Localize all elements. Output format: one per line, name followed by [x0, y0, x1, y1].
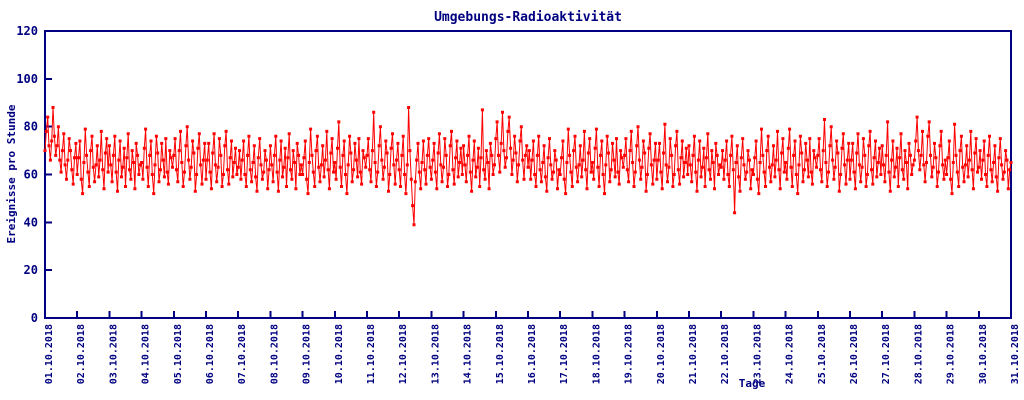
- x-tick-label: 16.10.2018: [527, 324, 538, 384]
- x-tick-label: 29.10.2018: [946, 324, 957, 384]
- x-tick-label: 10.10.2018: [334, 324, 345, 384]
- x-tick-label: 08.10.2018: [269, 324, 280, 384]
- x-axis-label: Tage: [739, 377, 766, 390]
- tick-labels: 0 20 40 60 80 100 120 01.10.2018 02.10.2018 03.10…: [16, 24, 1021, 384]
- x-tick-label: 11.10.2018: [366, 324, 377, 384]
- x-tick-label: 14.10.2018: [463, 324, 474, 384]
- x-tick-label: 17.10.2018: [559, 324, 570, 384]
- y-tick-label: 60: [24, 168, 38, 182]
- x-tick-label: 09.10.2018: [302, 324, 313, 384]
- x-tick-label: 22.10.2018: [720, 324, 731, 384]
- x-tick-label: 21.10.2018: [688, 324, 699, 384]
- x-tick-label: 28.10.2018: [913, 324, 924, 384]
- series-markers: [43, 106, 1013, 227]
- x-tick-label: 12.10.2018: [398, 324, 409, 384]
- x-tick-label: 05.10.2018: [173, 324, 184, 384]
- x-tick-label: 06.10.2018: [205, 324, 216, 384]
- y-tick-label: 100: [16, 72, 38, 86]
- y-tick-label: 80: [24, 120, 38, 134]
- x-tick-label: 01.10.2018: [44, 324, 55, 384]
- x-tick-label: 20.10.2018: [656, 324, 667, 384]
- x-tick-label: 13.10.2018: [430, 324, 441, 384]
- y-tick-label: 0: [31, 311, 38, 325]
- x-tick-label: 19.10.2018: [624, 324, 635, 384]
- y-tick-label: 40: [24, 215, 38, 229]
- x-tick-label: 04.10.2018: [141, 324, 152, 384]
- x-tick-label: 23.10.2018: [752, 324, 763, 384]
- x-tick-label: 07.10.2018: [237, 324, 248, 384]
- x-tick-label: 15.10.2018: [495, 324, 506, 384]
- x-tick-label: 24.10.2018: [785, 324, 796, 384]
- x-tick-label: 30.10.2018: [978, 324, 989, 384]
- x-tick-label: 31.10.2018: [1010, 324, 1021, 384]
- data-series: [43, 106, 1013, 227]
- x-tick-label: 27.10.2018: [881, 324, 892, 384]
- y-axis-label: Ereignisse pro Stunde: [5, 104, 18, 243]
- x-tick-label: 02.10.2018: [76, 324, 87, 384]
- y-tick-label: 120: [16, 24, 38, 38]
- x-tick-label: 18.10.2018: [591, 324, 602, 384]
- x-tick-label: 26.10.2018: [849, 324, 860, 384]
- y-tick-label: 20: [24, 263, 38, 277]
- axis-ticks: [44, 30, 1012, 319]
- x-tick-label: 25.10.2018: [817, 324, 828, 384]
- x-tick-label: 03.10.2018: [108, 324, 119, 384]
- chart-title: Umgebungs-Radioaktivität: [434, 10, 622, 25]
